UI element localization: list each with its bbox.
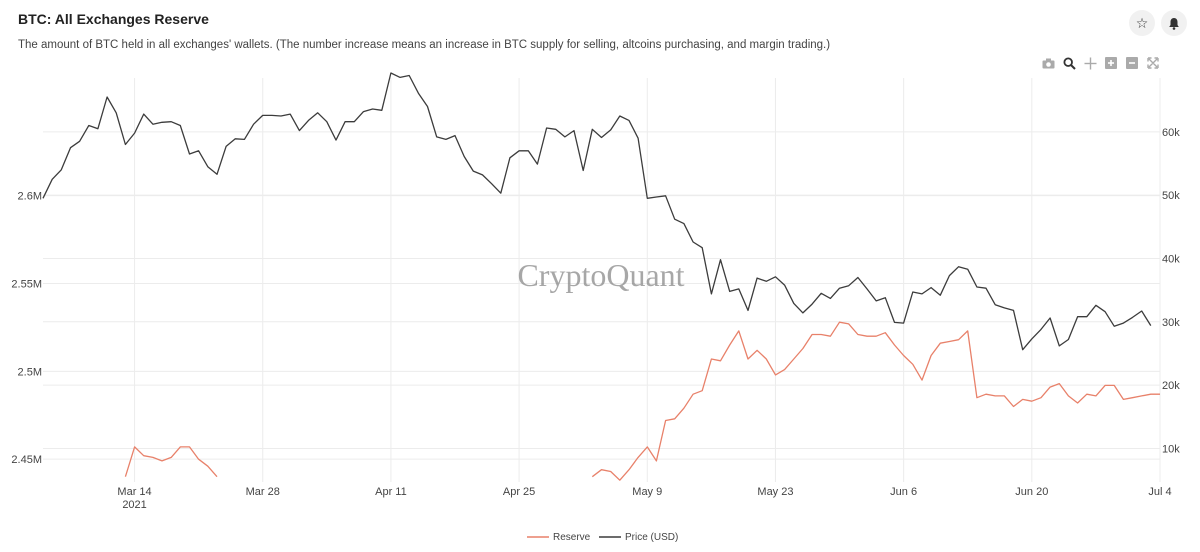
zoom-icon[interactable] [1062, 56, 1076, 70]
x-tick-sublabel: 2021 [122, 499, 146, 511]
y-left-tick-label: 2.55M [11, 279, 42, 291]
y-right-tick-label: 50k [1162, 190, 1180, 202]
legend-label: Price (USD) [625, 532, 678, 543]
series-price-usd[interactable] [42, 72, 1152, 351]
zoom-in-icon[interactable] [1104, 56, 1118, 70]
plot-area[interactable] [42, 72, 1160, 481]
chart-title: BTC: All Exchanges Reserve [18, 11, 209, 27]
y-left-tick-label: 2.45M [11, 454, 42, 466]
y-axis-left: 2.45M 2.5M 2.55M 2.6M [11, 191, 42, 466]
y-right-tick-label: 60k [1162, 127, 1180, 139]
x-tick-label: Apr 11 [375, 486, 407, 498]
x-tick-label: Jun 20 [1015, 486, 1048, 498]
pan-icon[interactable] [1083, 56, 1097, 70]
gridlines [43, 78, 1161, 482]
zoom-out-icon[interactable] [1125, 56, 1139, 70]
bell-icon [1169, 17, 1179, 30]
x-tick-label: Jul 4 [1148, 486, 1171, 498]
series-reserve[interactable] [124, 321, 1160, 481]
y-right-tick-label: 30k [1162, 317, 1180, 329]
x-tick-label: May 23 [757, 486, 793, 498]
x-tick-label: May 9 [632, 486, 662, 498]
legend-label: Reserve [553, 532, 591, 543]
chart-subtitle: The amount of BTC held in all exchanges'… [18, 39, 831, 51]
y-right-tick-label: 20k [1162, 380, 1180, 392]
y-left-tick-label: 2.6M [18, 191, 42, 203]
x-tick-label: Mar 28 [246, 486, 280, 498]
y-left-tick-label: 2.5M [18, 366, 42, 378]
autoscale-icon[interactable] [1146, 56, 1160, 70]
legend[interactable]: Reserve Price (USD) [527, 532, 678, 543]
series-line-segment[interactable] [124, 446, 218, 478]
chart-modebar [1041, 56, 1160, 70]
y-right-tick-label: 10k [1162, 443, 1180, 455]
y-axis-right: 10k 20k 30k 40k 50k 60k [1162, 127, 1180, 456]
legend-item[interactable]: Price (USD) [599, 532, 678, 543]
legend-item[interactable]: Reserve [527, 532, 591, 543]
x-tick-label: Jun 6 [890, 486, 917, 498]
series-line-segment[interactable] [42, 72, 1152, 351]
bell-button[interactable] [1161, 10, 1187, 36]
watermark-logo: CryptoQuant [517, 257, 684, 293]
x-tick-label: Mar 14 [117, 486, 151, 498]
x-tick-label: Apr 25 [503, 486, 535, 498]
camera-icon[interactable] [1041, 56, 1055, 70]
series-line-segment[interactable] [591, 321, 1160, 481]
y-right-tick-label: 40k [1162, 253, 1180, 265]
star-icon: ☆ [1135, 14, 1149, 31]
star-button[interactable]: ☆ [1129, 10, 1155, 36]
